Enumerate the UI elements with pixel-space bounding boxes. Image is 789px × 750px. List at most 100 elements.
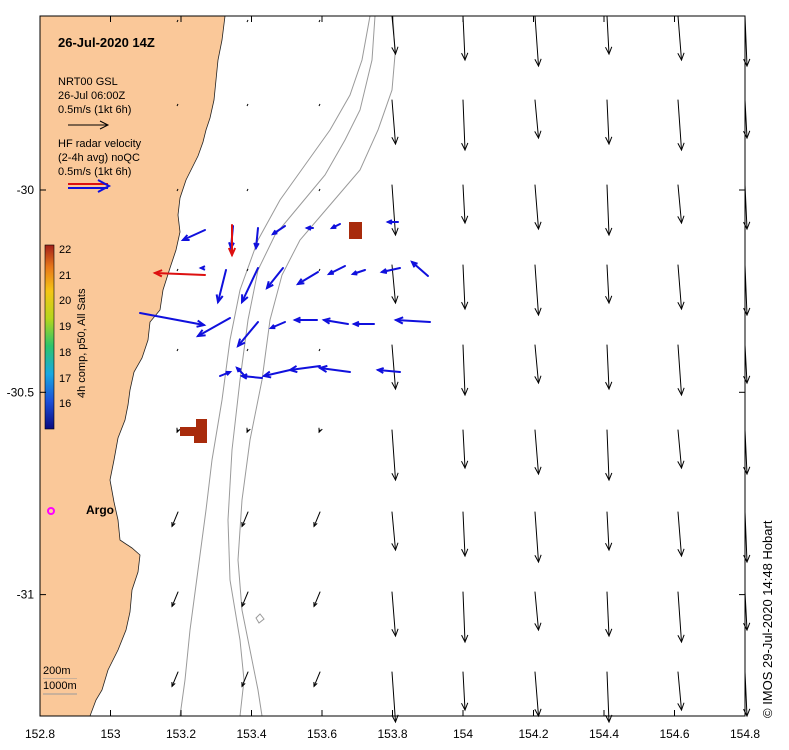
model-current-arrow: [461, 591, 469, 644]
legend-model-arrow: [68, 120, 110, 130]
radar-current-arrow: [253, 227, 260, 251]
sst-colorbar: [44, 244, 55, 430]
model-arrow-tiny: [176, 268, 179, 272]
sst-patch-1: [349, 222, 362, 239]
colorbar-tick-22: 22: [59, 244, 72, 256]
model-arrow-tiny: [176, 188, 179, 192]
radar-current-arrow: [261, 369, 291, 379]
model-current-arrow: [461, 15, 469, 62]
x-tick-label: 153.2: [166, 727, 196, 741]
model-current-arrow: [605, 671, 613, 724]
radar-current-arrow: [180, 229, 206, 242]
model-current-arrow: [176, 427, 181, 434]
model-current-arrow: [743, 671, 751, 718]
coastline-land: [39, 15, 226, 717]
radar-current-arrow: [292, 316, 318, 324]
radar-current-arrow: [350, 269, 366, 276]
model-current-arrow: [313, 671, 321, 688]
x-tick-label: 154: [453, 727, 473, 741]
axis-ticks: [39, 16, 746, 716]
radar-current-arrow: [236, 321, 259, 348]
radar-current-arrow: [270, 225, 286, 236]
radar-current-arrow: [351, 320, 375, 328]
model-current-arrow: [391, 591, 399, 638]
colorbar-tick-17: 17: [59, 373, 72, 385]
isobath-200m: [227, 15, 376, 717]
model-current-arrow: [605, 15, 613, 56]
legend-radar-line1: HF radar velocity: [58, 138, 142, 150]
model-current-arrow: [677, 429, 685, 470]
model-current-arrow: [534, 344, 542, 385]
model-current-arrow: [605, 344, 613, 391]
model-current-arrow: [241, 671, 249, 688]
radar-current-arrow: [265, 267, 284, 290]
isobath-label-200m: 200m: [43, 665, 71, 677]
x-tick-label: 153.8: [377, 727, 407, 741]
legend-radar-line3: 0.5m/s (1kt 6h): [58, 166, 132, 178]
colorbar-tick-18: 18: [59, 347, 72, 359]
model-current-arrow: [534, 671, 542, 718]
model-current-arrow: [677, 15, 685, 62]
radar-current-arrow: [268, 321, 286, 330]
model-current-arrow: [677, 511, 685, 558]
model-current-arrow: [313, 591, 321, 608]
radar-current-arrow: [393, 316, 431, 325]
y-tick-label: -30: [17, 183, 35, 197]
isobath-small: [255, 613, 265, 624]
colorbar-tick-21: 21: [59, 270, 72, 282]
model-current-arrow: [677, 591, 685, 644]
model-current-arrow: [461, 99, 469, 152]
model-arrow-tiny: [246, 19, 249, 23]
model-current-arrow: [241, 511, 249, 528]
model-current-arrow: [391, 184, 399, 237]
model-current-arrow: [743, 99, 751, 140]
model-current-arrow: [171, 671, 179, 688]
radar-current-arrow: [379, 267, 401, 275]
colorbar-tick-19: 19: [59, 321, 72, 333]
radar-current-arrow: [304, 225, 314, 231]
model-arrow-tiny: [318, 348, 321, 352]
isobath-fragment: [179, 15, 371, 717]
model-current-arrow: [605, 264, 613, 305]
model-arrow-tiny: [318, 188, 321, 192]
isobath-legend-lines: [43, 678, 77, 695]
colorbar-title: 4h comp, p50, All Sats: [76, 288, 88, 398]
radar-current-arrow: [219, 370, 233, 377]
model-current-arrow: [461, 429, 469, 470]
radar-current-arrow: [287, 365, 321, 374]
y-tick-label: -30.5: [7, 385, 35, 399]
model-current-arrow: [605, 511, 613, 552]
x-tick-label: 154.2: [518, 727, 548, 741]
model-current-arrow: [677, 344, 685, 397]
x-tick-label: 153: [100, 727, 120, 741]
model-current-arrow: [743, 184, 751, 231]
x-tick-label: 154.6: [659, 727, 689, 741]
isobath-1000m: [237, 15, 396, 717]
radar-current-arrow: [139, 312, 207, 328]
model-current-arrow: [677, 264, 685, 311]
model-current-arrow: [241, 591, 249, 608]
model-arrow-tiny: [246, 188, 249, 192]
argo-label: Argo: [86, 503, 114, 517]
model-current-arrow: [461, 344, 469, 397]
radar-current-arrow: [295, 271, 319, 286]
arrow-layer: [139, 15, 751, 724]
radar-current-arrow: [235, 366, 244, 375]
radar-current-arrow: [329, 223, 341, 230]
legend-radar-line2: (2-4h avg) noQC: [58, 152, 140, 164]
radar-current-arrow: [375, 367, 401, 374]
x-tick-label: 154.8: [730, 727, 760, 741]
model-current-arrow: [461, 264, 469, 311]
model-current-arrow: [605, 99, 613, 146]
radar-current-arrow: [385, 219, 399, 225]
model-current-arrow: [391, 264, 399, 305]
model-current-arrow: [313, 511, 321, 528]
model-current-arrow: [391, 99, 399, 146]
radar-current-arrow: [321, 317, 349, 325]
radar-current-arrow: [195, 317, 231, 338]
radar-anomaly-arrow: [152, 269, 206, 278]
model-current-arrow: [677, 184, 685, 225]
legend-radar-arrow: [68, 179, 112, 193]
model-current-arrow: [391, 511, 399, 552]
model-current-arrow: [534, 184, 542, 231]
